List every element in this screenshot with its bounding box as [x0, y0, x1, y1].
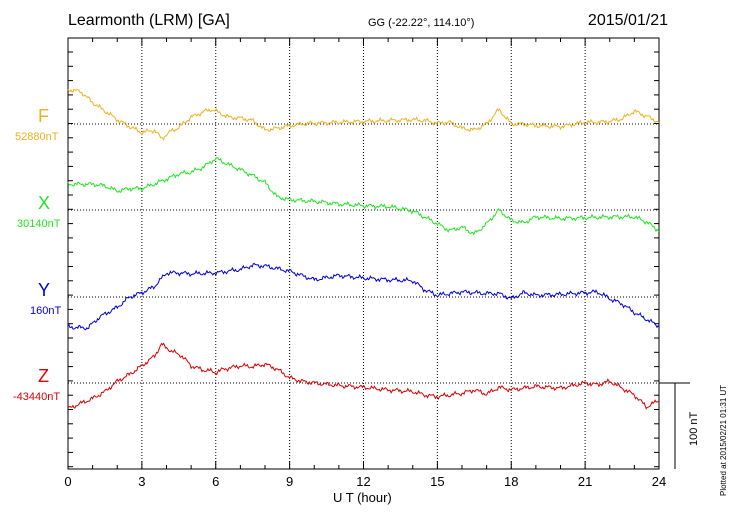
scale-bar-label: 100 nT [688, 411, 700, 446]
x-tick-label: 9 [286, 474, 293, 489]
x-tick-label: 3 [138, 474, 145, 489]
plotted-timestamp: Plotted at 2015/02/21 01:31 UT [719, 384, 728, 496]
x-tick-label: 21 [578, 474, 592, 489]
series-baseline-f: 52880nT [15, 131, 59, 143]
series-line-y [67, 262, 660, 331]
station-title: Learmonth (LRM) [GA] [68, 12, 230, 29]
x-tick-label: 15 [430, 474, 444, 489]
series-name-x: X [38, 193, 51, 213]
series-line-f [67, 88, 660, 141]
series-name-f: F [38, 106, 49, 126]
x-tick-label: 6 [212, 474, 219, 489]
x-tick-label: 12 [356, 474, 370, 489]
x-tick-label: 0 [64, 474, 71, 489]
series-name-z: Z [38, 366, 49, 386]
series-baseline-y: 160nT [30, 305, 62, 317]
x-tick-label: 18 [504, 474, 518, 489]
series-line-z [67, 342, 660, 410]
series-line-x [67, 156, 660, 236]
x-axis-label: U T (hour) [333, 490, 392, 505]
chart-date: 2015/01/21 [587, 12, 668, 29]
x-tick-label: 24 [652, 474, 666, 489]
series-baseline-x: 30140nT [17, 218, 61, 230]
series-name-y: Y [38, 280, 51, 300]
station-coordinates: GG (-22.22°, 114.10°) [368, 17, 475, 29]
series-baseline-z: -43440nT [13, 391, 61, 403]
